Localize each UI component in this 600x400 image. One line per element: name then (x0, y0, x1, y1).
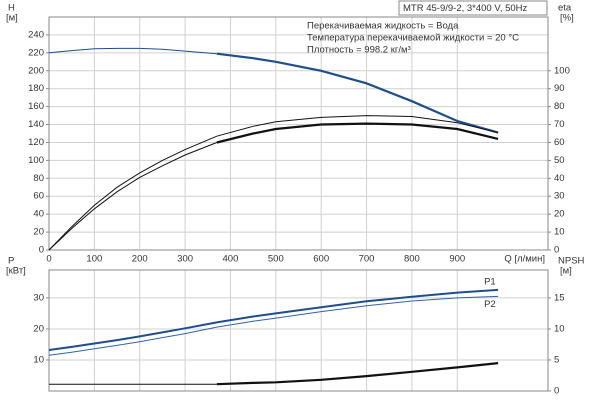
y-tick-label: 20 (33, 323, 44, 334)
curve (216, 52, 499, 134)
curve (216, 122, 499, 144)
x-tick-label: 900 (449, 254, 465, 265)
y2-tick-label: 5 (554, 354, 559, 365)
y2-tick-label: 0 (554, 245, 559, 256)
plot-frame (48, 16, 549, 251)
x-tick-label: 300 (177, 254, 193, 265)
y2-axis-label: NPSH (558, 256, 585, 267)
annotation: Перекачиваемая жидкость = Вода (307, 21, 459, 32)
y2-tick-label: 40 (554, 173, 565, 184)
y2-tick-label: 60 (554, 137, 565, 148)
y2-tick-label: 10 (554, 323, 565, 334)
y-axis-unit: [м] (6, 13, 18, 24)
curve (48, 115, 499, 251)
y-tick-label: 40 (33, 209, 44, 220)
y-tick-label: 0 (39, 245, 44, 256)
y2-tick-label: 10 (554, 227, 565, 238)
x-tick-label: 500 (268, 254, 284, 265)
x-tick-label: 200 (132, 254, 148, 265)
annotation: Плотность = 998.2 кг/м³ (307, 45, 411, 56)
y-tick-label: 80 (33, 173, 44, 184)
plot-frame (48, 269, 549, 392)
curve (216, 362, 499, 386)
y-tick-label: 140 (28, 119, 44, 130)
model-label: MTR 45-9/9-2, 3*400 V, 50Hz (403, 3, 528, 14)
y2-axis-label: eta (558, 3, 572, 14)
curve (48, 288, 499, 351)
y-tick-label: 200 (28, 65, 44, 76)
y-tick-label: 10 (33, 354, 44, 365)
y-tick-label: 220 (28, 47, 44, 58)
y-tick-label: 100 (28, 155, 44, 166)
y2-axis-unit: [м] (560, 266, 572, 277)
y-tick-label: 160 (28, 101, 44, 112)
y-tick-label: 60 (33, 191, 44, 202)
y-tick-label: 120 (28, 137, 44, 148)
y2-axis-unit: [%] (560, 13, 574, 24)
plot-area (49, 17, 548, 250)
model-box (398, 0, 548, 16)
annotation: Температура перекачиваемой жидкости = 20… (307, 33, 519, 44)
x-tick-label: 100 (86, 254, 102, 265)
x-tick-label: 800 (404, 254, 420, 265)
y-axis-label: P (8, 256, 14, 267)
y2-tick-label: 30 (554, 191, 565, 202)
y2-tick-label: 15 (554, 292, 565, 303)
y2-tick-label: 90 (554, 83, 565, 94)
y-axis-label: H (8, 3, 15, 14)
series-label: P2 (484, 299, 496, 310)
y-axis-unit: [кВт] (6, 266, 26, 277)
plot-area (49, 270, 548, 391)
x-tick-label: 700 (359, 254, 375, 265)
x-tick-label: 600 (313, 254, 329, 265)
x-axis-label: Q [л/мин] (504, 254, 545, 265)
curve (48, 295, 499, 356)
y-tick-label: 180 (28, 83, 44, 94)
y-tick-label: 30 (33, 292, 44, 303)
series-label: P1 (484, 276, 496, 287)
x-tick-label: 0 (46, 254, 51, 265)
y-tick-label: 20 (33, 227, 44, 238)
y2-tick-label: 20 (554, 209, 565, 220)
y2-tick-label: 80 (554, 101, 565, 112)
x-tick-label: 400 (223, 254, 239, 265)
y2-tick-label: 100 (554, 65, 570, 76)
y2-tick-label: 0 (554, 386, 559, 397)
y-tick-label: 240 (28, 29, 44, 40)
y2-tick-label: 50 (554, 155, 565, 166)
y2-tick-label: 70 (554, 119, 565, 130)
curve (48, 47, 217, 55)
curve (48, 142, 217, 251)
